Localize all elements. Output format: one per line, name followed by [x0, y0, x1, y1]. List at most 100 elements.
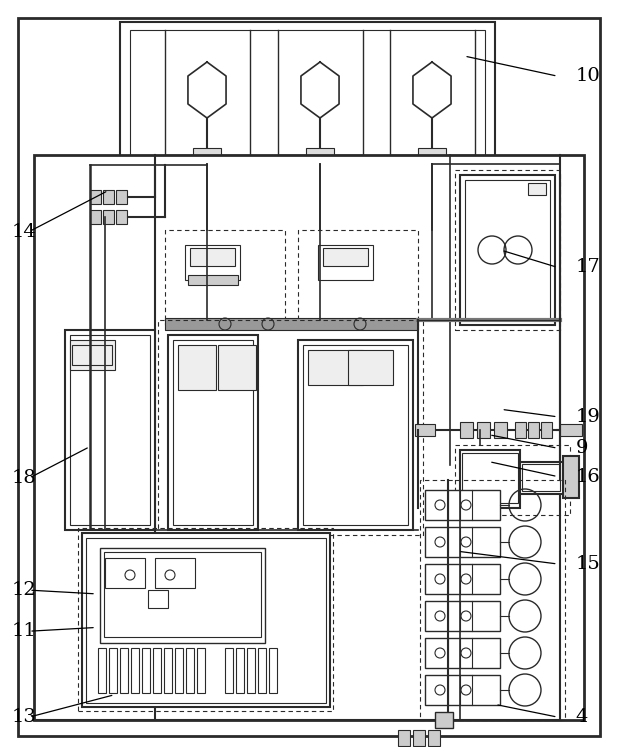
Text: 14: 14 [11, 223, 36, 241]
Bar [197, 648, 205, 693]
Bar [460, 175, 555, 325]
Bar [193, 148, 221, 158]
Bar [422, 158, 442, 164]
Bar [425, 564, 500, 594]
Bar [528, 422, 539, 438]
Bar [520, 462, 565, 494]
Bar [165, 230, 285, 325]
Bar [435, 712, 453, 728]
Bar [515, 422, 526, 438]
Bar [116, 190, 127, 204]
Bar [465, 180, 550, 320]
Bar [82, 533, 330, 707]
Bar [418, 148, 446, 158]
Bar [455, 170, 560, 330]
Bar [105, 558, 145, 588]
Bar [420, 480, 565, 720]
Bar [269, 648, 277, 693]
Bar [120, 648, 128, 693]
Bar [560, 424, 582, 436]
Bar [103, 210, 114, 224]
Bar [318, 245, 373, 280]
Text: 12: 12 [11, 581, 36, 599]
Bar [298, 340, 413, 530]
Bar [78, 528, 333, 711]
Text: 13: 13 [11, 708, 36, 726]
Text: 9: 9 [576, 439, 588, 457]
Bar [70, 335, 150, 525]
Bar [98, 648, 106, 693]
Bar [455, 445, 570, 515]
Bar [116, 210, 127, 224]
Bar [164, 648, 172, 693]
Bar [175, 648, 183, 693]
Bar [120, 22, 495, 167]
Bar [258, 648, 266, 693]
Bar [153, 648, 161, 693]
Bar [155, 558, 195, 588]
Bar [398, 730, 410, 746]
Bar [218, 345, 256, 390]
Bar [188, 275, 238, 285]
Text: 17: 17 [576, 258, 600, 276]
Bar [460, 422, 473, 438]
Bar [236, 648, 244, 693]
Bar [425, 601, 500, 631]
Bar [247, 648, 255, 693]
Bar [185, 245, 240, 280]
Bar [528, 183, 546, 195]
Bar [310, 158, 330, 164]
Bar [522, 464, 560, 491]
Bar [103, 190, 114, 204]
Bar [494, 422, 507, 438]
Bar [428, 730, 440, 746]
Bar [413, 730, 425, 746]
Bar [323, 248, 368, 266]
Bar [178, 345, 216, 390]
Bar [34, 155, 584, 720]
Bar [306, 148, 334, 158]
Bar [90, 190, 101, 204]
Text: 18: 18 [11, 469, 36, 487]
Bar [142, 648, 150, 693]
Bar [168, 335, 258, 530]
Bar [225, 648, 233, 693]
Bar [298, 230, 418, 325]
Bar [165, 318, 418, 330]
Bar [303, 345, 408, 525]
Bar [173, 340, 253, 525]
Bar [148, 590, 168, 608]
Bar [100, 548, 265, 643]
Text: 11: 11 [11, 622, 36, 640]
Bar [425, 638, 500, 668]
Bar [90, 210, 101, 224]
Text: 15: 15 [576, 555, 600, 573]
Bar [541, 422, 552, 438]
Bar [477, 422, 490, 438]
Bar [72, 345, 112, 365]
Bar [186, 648, 194, 693]
Text: 19: 19 [576, 408, 600, 426]
Bar [308, 350, 363, 385]
Bar [130, 30, 485, 160]
Bar [425, 675, 500, 705]
Bar [460, 450, 520, 508]
Bar [563, 456, 579, 498]
Bar [86, 538, 326, 703]
Bar [462, 453, 518, 503]
Bar [70, 340, 115, 370]
Bar [104, 552, 261, 637]
Bar [348, 350, 393, 385]
Bar [415, 424, 435, 436]
Text: 16: 16 [576, 468, 600, 486]
Bar [425, 490, 500, 520]
Bar [131, 648, 139, 693]
Bar [109, 648, 117, 693]
Bar [190, 248, 235, 266]
Bar [158, 320, 423, 535]
Bar [425, 527, 500, 557]
Text: 10: 10 [576, 67, 600, 85]
Bar [165, 318, 418, 330]
Bar [197, 158, 217, 164]
Text: 4: 4 [576, 708, 588, 726]
